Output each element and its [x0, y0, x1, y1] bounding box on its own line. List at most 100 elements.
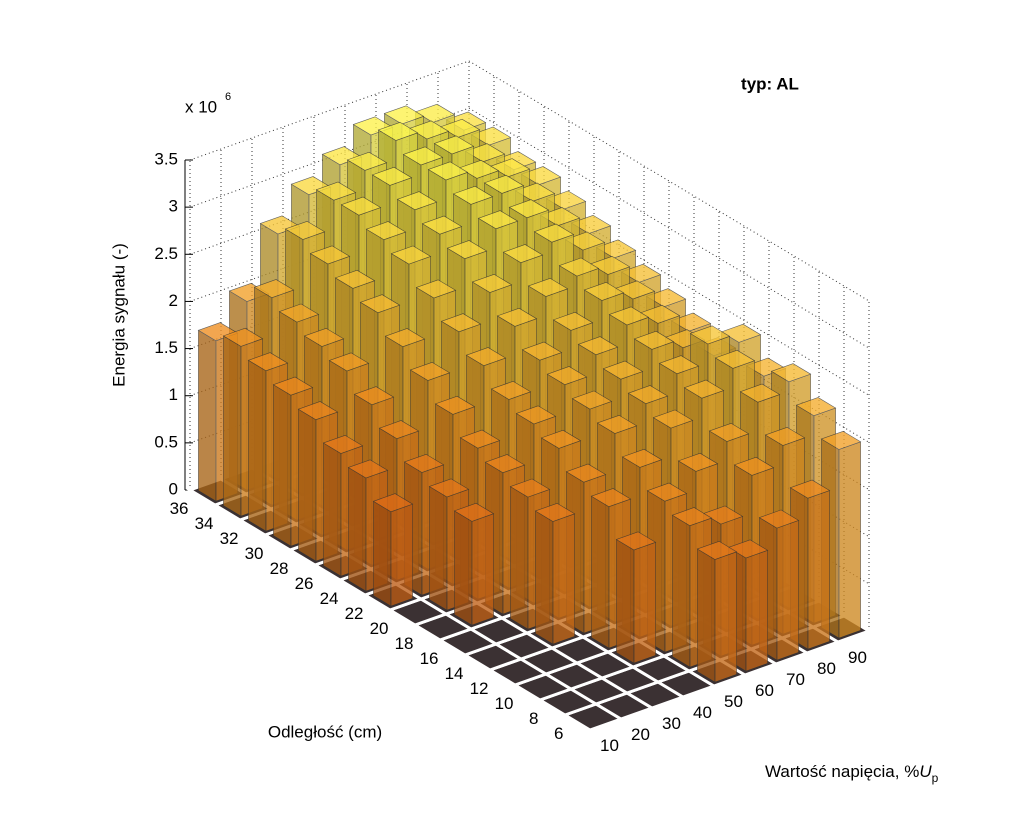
- bar-face: [697, 548, 716, 683]
- bar-face: [248, 359, 267, 532]
- bar-top: [484, 454, 526, 474]
- bar-top: [446, 240, 488, 260]
- bar-top: [590, 488, 632, 508]
- x-tick-label: 60: [755, 681, 774, 700]
- bar-face: [672, 514, 691, 668]
- bar-top: [303, 327, 345, 347]
- y-tick-label: 34: [195, 514, 214, 533]
- bar-top: [384, 328, 426, 348]
- bar-top: [602, 360, 644, 380]
- bar-face: [198, 329, 217, 502]
- grid-line: [189, 60, 870, 302]
- bar-face: [616, 538, 635, 664]
- bar-top: [583, 281, 625, 301]
- tick-labels: 0 0.5 1 1.5 2 2.5 3 3.5 68 10 12 14 16 18 20 22 24 26 28 30…: [154, 149, 867, 755]
- bar-top: [309, 245, 351, 265]
- bar-top: [508, 199, 550, 219]
- bar-top: [577, 336, 619, 356]
- y-tick-label: 14: [445, 664, 464, 683]
- multiplier-base: x 10: [185, 97, 217, 116]
- z-tick-label: 0: [169, 479, 178, 498]
- bar-top: [459, 429, 501, 449]
- bar-top: [714, 349, 756, 369]
- z-tick-label: 0.5: [154, 432, 178, 451]
- bar-top: [377, 121, 419, 141]
- bar-top: [552, 311, 594, 331]
- bar: [372, 493, 414, 607]
- bar-top: [820, 430, 862, 450]
- bar-face: [510, 486, 529, 630]
- bar-face: [745, 549, 768, 672]
- y-tick-label: 26: [295, 574, 314, 593]
- bar-top: [383, 105, 425, 125]
- y-tick-label: 6: [554, 724, 563, 743]
- bar-top: [365, 221, 407, 241]
- y-tick-label: 16: [420, 649, 439, 668]
- bar-top: [322, 434, 364, 454]
- x-axis-label-symbol: U: [919, 762, 932, 781]
- y-tick-label: 30: [245, 544, 264, 563]
- bar-top: [340, 196, 382, 216]
- z-tick-label: 3.5: [154, 149, 178, 168]
- bar-top: [453, 502, 495, 522]
- bar-top: [658, 355, 700, 375]
- bar-top: [533, 223, 575, 243]
- bar-top: [671, 507, 713, 527]
- bar-top: [378, 420, 420, 440]
- bar-top: [534, 502, 576, 522]
- bar-top: [677, 452, 719, 472]
- bar-top: [477, 210, 519, 230]
- bar-face: [223, 335, 242, 517]
- bars: [197, 103, 862, 683]
- bar-face: [298, 408, 317, 562]
- bar-top: [415, 279, 457, 299]
- bar: [534, 502, 576, 645]
- bar-top: [402, 146, 444, 166]
- bar-face: [273, 384, 292, 547]
- bar-top: [347, 459, 389, 479]
- bar-face: [373, 500, 392, 607]
- bar-top: [696, 540, 738, 560]
- bar-face: [776, 519, 799, 661]
- bar-top: [328, 352, 370, 372]
- y-tick-label: 18: [395, 634, 414, 653]
- bar-top: [247, 352, 289, 372]
- x-axis-label-text: Wartość napięcia, %: [765, 762, 919, 781]
- bar-top: [708, 422, 750, 442]
- x-tick-label: 50: [724, 692, 743, 711]
- bar-top: [502, 244, 544, 264]
- bar-top: [758, 509, 800, 529]
- y-axis-label: Odległość (cm): [268, 722, 382, 741]
- bar-top: [272, 376, 314, 396]
- bar-top: [689, 325, 731, 345]
- bar-top: [334, 269, 376, 289]
- bar-top: [297, 401, 339, 421]
- y-tick-label: 32: [220, 529, 239, 548]
- z-tick-label: 1: [169, 385, 178, 404]
- bar-face: [807, 490, 830, 650]
- bar-face: [535, 510, 554, 645]
- y-tick-label: 22: [345, 604, 364, 623]
- bar-top: [509, 478, 551, 498]
- z-axis-label: Energia sygnału (-): [109, 243, 128, 387]
- bar-face: [838, 441, 861, 639]
- z-tick-label: 1.5: [154, 338, 178, 357]
- x-tick-label: 30: [662, 714, 681, 733]
- bar-top: [434, 395, 476, 415]
- bar-top: [633, 330, 675, 350]
- y-tick-label: 36: [170, 499, 189, 518]
- bar-top: [427, 161, 469, 181]
- bar-top: [278, 303, 320, 323]
- bar-top: [396, 191, 438, 211]
- bar-face: [552, 513, 575, 645]
- x-tick-label: 10: [600, 736, 619, 755]
- multiplier-exponent: 6: [225, 91, 231, 103]
- x-axis-label: Wartość napięcia, %Up: [765, 762, 939, 785]
- y-tick-label: 20: [370, 619, 389, 638]
- y-tick-label: 10: [495, 694, 514, 713]
- bar-top: [253, 279, 295, 299]
- bar-top: [515, 405, 557, 425]
- bar-top: [471, 273, 513, 293]
- z-tick-label: 2.5: [154, 244, 178, 263]
- bar-top: [571, 390, 613, 410]
